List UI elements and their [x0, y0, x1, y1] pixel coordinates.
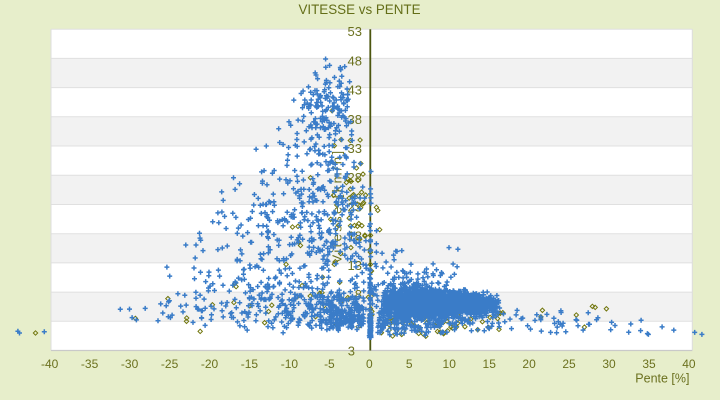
svg-text:30: 30 [602, 357, 616, 371]
svg-text:-15: -15 [241, 357, 259, 371]
svg-text:15: 15 [483, 357, 497, 371]
svg-text:48: 48 [348, 53, 362, 68]
svg-text:3: 3 [348, 343, 355, 358]
svg-text:Pente [%]: Pente [%] [635, 372, 689, 386]
svg-text:10: 10 [443, 357, 457, 371]
svg-text:33: 33 [348, 141, 362, 156]
svg-text:-35: -35 [81, 357, 99, 371]
svg-text:53: 53 [348, 24, 362, 39]
svg-text:38: 38 [348, 112, 362, 127]
svg-text:VITESSE vs PENTE: VITESSE vs PENTE [298, 2, 420, 17]
svg-text:5: 5 [406, 357, 413, 371]
svg-text:-10: -10 [281, 357, 299, 371]
svg-text:-5: -5 [324, 357, 335, 371]
svg-text:-30: -30 [121, 357, 139, 371]
svg-text:-40: -40 [41, 357, 59, 371]
svg-text:Vitesse [km/h]: Vitesse [km/h] [330, 148, 345, 263]
svg-text:0: 0 [366, 357, 373, 371]
svg-text:-20: -20 [201, 357, 219, 371]
svg-text:25: 25 [562, 357, 576, 371]
svg-text:13: 13 [348, 258, 362, 273]
svg-text:43: 43 [348, 83, 362, 98]
svg-text:-25: -25 [161, 357, 179, 371]
svg-text:20: 20 [522, 357, 536, 371]
svg-text:40: 40 [682, 357, 696, 371]
svg-text:35: 35 [642, 357, 656, 371]
